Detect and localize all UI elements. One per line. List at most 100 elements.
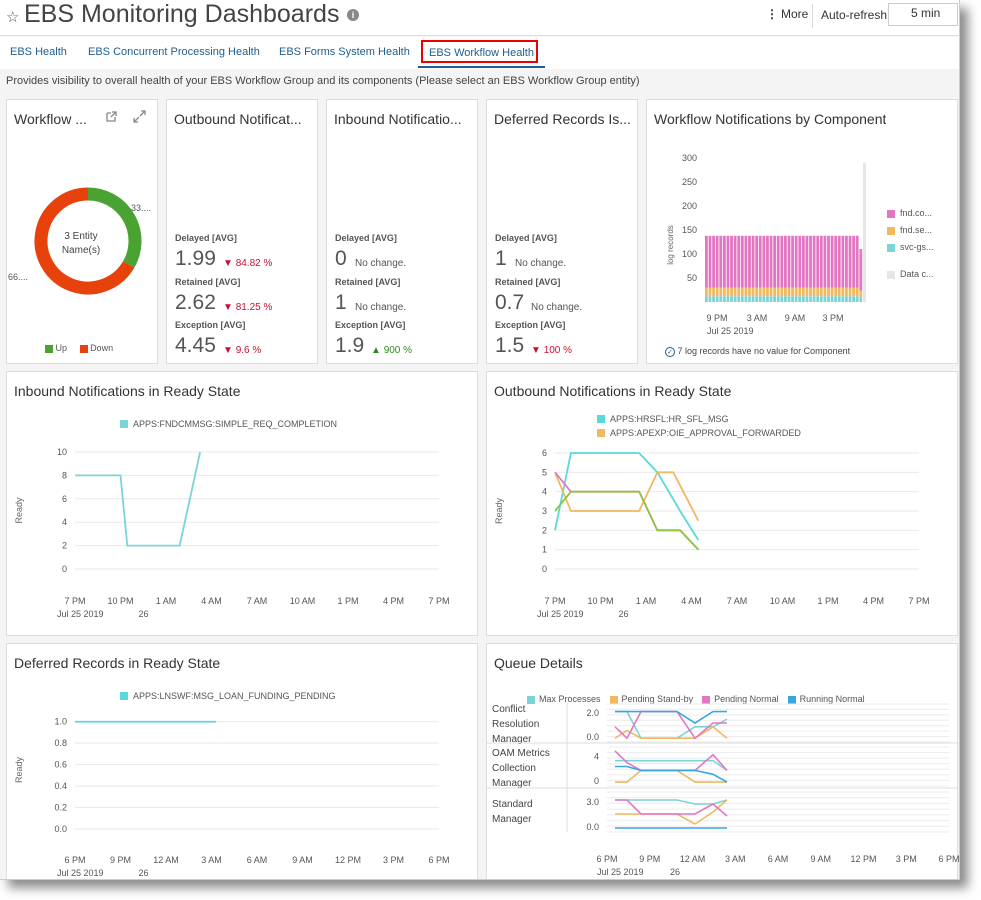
legend-swatch — [527, 695, 535, 704]
open-external-icon[interactable] — [105, 110, 118, 126]
donut-slice-down — [34, 187, 135, 295]
favorite-star-icon[interactable]: ☆ — [6, 9, 20, 26]
bar-segment — [762, 287, 766, 297]
bar-segment — [812, 235, 816, 288]
y-tick-label: 0 — [542, 564, 547, 574]
bar-segment — [737, 287, 741, 297]
card-title: Workflow Notifications by Component — [654, 111, 887, 127]
bar-segment — [733, 235, 737, 288]
bar-segment — [816, 287, 820, 297]
y-tick-label: 50 — [687, 273, 697, 283]
component-footer: ✓ 7 log records have no value for Compon… — [665, 346, 850, 357]
deferred-ready-line-chart: Ready 1.0 0.8 0.6 0.4 0.2 0.0 6 PM 9 PM 12 AM 3 AM… — [14, 691, 450, 878]
donut-slices — [34, 187, 142, 295]
bar-segment — [845, 296, 848, 302]
legend-label: fnd.co... — [900, 208, 933, 218]
legend-swatch — [120, 420, 128, 428]
bar-segment — [748, 287, 751, 297]
x-tick-label: 12 PM — [850, 854, 876, 864]
deferred-ready-card: Deferred Records in Ready State Ready 1.0… — [6, 643, 478, 879]
legend-label: fnd.se... — [900, 225, 933, 235]
legend-up-label: Up — [55, 343, 68, 353]
tab-workflow-health[interactable]: EBS Workflow Health — [421, 40, 538, 63]
bar-segment — [758, 287, 762, 297]
bar-segment — [798, 296, 802, 302]
y-tick-label: 0.4 — [54, 781, 67, 791]
metric-delayed-delta: No change. — [355, 258, 407, 269]
bar-segment — [740, 287, 744, 297]
x-tick-label: 7 PM — [908, 596, 929, 606]
metric-retained-label: Retained [AVG] — [335, 277, 401, 287]
expand-icon[interactable] — [133, 110, 146, 126]
info-icon[interactable]: i — [347, 9, 359, 21]
bar-segment — [845, 287, 848, 297]
series-line — [75, 451, 202, 547]
queue-series-line — [615, 799, 728, 817]
tab-ebs-health[interactable]: EBS Health — [10, 46, 67, 58]
bar-segment — [819, 235, 823, 288]
x-tick-label: 7 AM — [247, 596, 268, 606]
bar-segment — [705, 235, 708, 288]
bar-segment — [737, 296, 741, 302]
y-tick-label: 2.0 — [586, 708, 599, 718]
deferred-records-card: Deferred Records Is... Delayed [AVG] 1 N… — [486, 99, 638, 364]
bar-segment — [855, 287, 859, 297]
metric-exception-label: Exception [AVG] — [175, 320, 246, 330]
bar-segment — [809, 287, 812, 297]
x-tick-label: 3 AM — [201, 855, 222, 865]
x-tick-label: 1 AM — [156, 596, 177, 606]
bar-segment — [719, 287, 723, 297]
legend-item: fnd.co... — [887, 208, 934, 218]
auto-refresh-select[interactable]: 5 min — [888, 3, 958, 26]
legend-up-swatch — [45, 344, 53, 353]
bar-segment — [823, 296, 827, 302]
footer-text: 7 log records have no value for Componen… — [677, 346, 851, 356]
bar-segment — [855, 296, 859, 302]
bar-segment — [751, 287, 755, 297]
bar-segment — [805, 235, 809, 288]
bar-segment — [722, 287, 726, 297]
delta-text: 81.25 % — [235, 302, 273, 313]
tab-concurrent-processing[interactable]: EBS Concurrent Processing Health — [88, 46, 260, 58]
bar-segment — [776, 235, 780, 288]
header-divider — [812, 4, 813, 28]
metric-retained-delta: ▼ 81.25 % — [223, 302, 273, 313]
bar-segment — [848, 296, 852, 302]
bar-segment — [733, 287, 737, 297]
bar-segment — [773, 296, 777, 302]
bar-segment — [827, 287, 830, 297]
y-tick-label: 250 — [682, 177, 697, 187]
legend-swatch — [887, 270, 895, 279]
y-tick-label: 0.6 — [54, 760, 67, 770]
more-menu-button[interactable]: ⋮ More — [766, 7, 808, 21]
bar-segment — [784, 287, 787, 297]
legend-label: Data c... — [900, 269, 934, 279]
bar-segment — [848, 287, 852, 297]
bar-segment — [841, 235, 845, 288]
donut-legend: Up Down — [45, 343, 113, 353]
component-chart-card: Workflow Notifications by Component log … — [646, 99, 958, 364]
x-tick-label: 10 AM — [290, 596, 316, 606]
status-donut-chart: 3 Entity Name(s) 33.... 66.... — [8, 187, 151, 295]
x-date-label-2: 26 — [139, 868, 149, 878]
y-tick-label: 3 — [542, 506, 547, 516]
legend-label: Pending Normal — [714, 694, 779, 704]
outbound-notifications-card: Outbound Notificat... Delayed [AVG] 1.99… — [166, 99, 318, 364]
bar-segment — [794, 296, 798, 302]
x-tick-label: 3 PM — [896, 854, 917, 864]
x-tick-label: 12 AM — [680, 854, 706, 864]
bar-segment — [830, 287, 834, 297]
dashboard-description: Provides visibility to overall health of… — [6, 75, 640, 87]
bar-segment — [791, 235, 794, 288]
y-tick-label: 10 — [57, 447, 67, 457]
bar-segment — [801, 235, 805, 288]
bar-segment — [744, 235, 748, 288]
bar-segment — [758, 235, 762, 288]
x-tick-label: 7 AM — [727, 596, 748, 606]
tab-forms-system[interactable]: EBS Forms System Health — [279, 46, 410, 58]
metric-delayed-delta: ▼ 84.82 % — [223, 258, 273, 269]
legend-item: svc-gs... — [887, 242, 934, 252]
y-tick-label: 1.0 — [54, 717, 67, 727]
legend-item: fnd.se... — [887, 225, 934, 235]
